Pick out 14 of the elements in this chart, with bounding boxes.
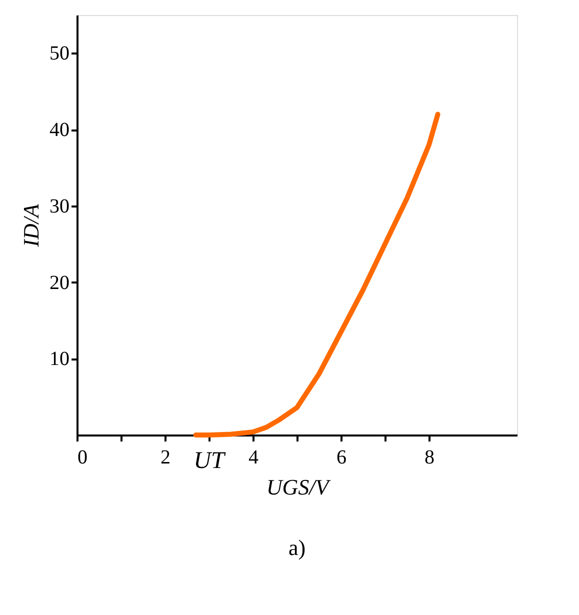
y-tick-label: 10 <box>50 348 70 370</box>
x-tick-label: 4 <box>248 446 258 468</box>
y-tick-label: 40 <box>50 119 70 142</box>
x-tick-label: 0 <box>78 446 88 468</box>
x-tick-label: 2 <box>160 446 170 468</box>
x-axis-title: UGS/V <box>266 474 332 500</box>
y-axis-title: ID/A <box>18 204 44 248</box>
x-tick-label: 6 <box>336 446 346 468</box>
text: a) <box>288 535 306 560</box>
y-tick-label: 20 <box>50 272 70 294</box>
x-tick-label: 8 <box>424 446 434 468</box>
annotation: UT <box>194 448 226 474</box>
y-tick-label: 30 <box>50 195 70 218</box>
y-tick-label: 50 <box>50 42 70 65</box>
